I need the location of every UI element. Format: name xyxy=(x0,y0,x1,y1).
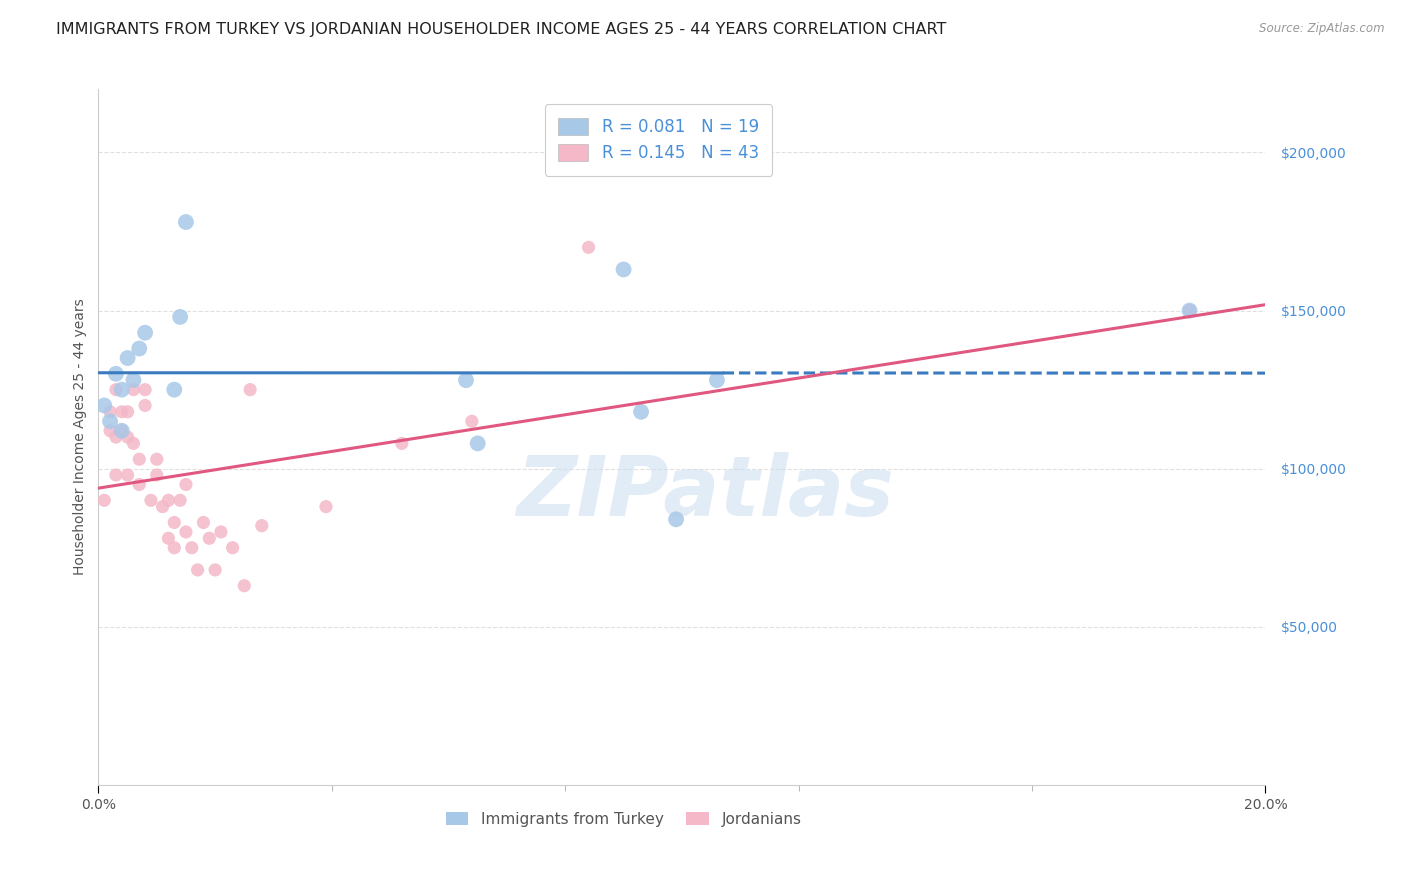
Point xyxy=(104,367,127,381)
Legend: Immigrants from Turkey, Jordanians: Immigrants from Turkey, Jordanians xyxy=(440,805,807,833)
Point xyxy=(250,518,273,533)
Point xyxy=(93,399,115,413)
Point xyxy=(93,493,115,508)
Point xyxy=(128,477,150,491)
Point xyxy=(98,414,121,428)
Point xyxy=(706,373,728,387)
Point xyxy=(467,436,489,450)
Point xyxy=(198,531,221,545)
Point xyxy=(146,468,169,483)
Point xyxy=(180,541,202,555)
Point xyxy=(163,541,186,555)
Text: Source: ZipAtlas.com: Source: ZipAtlas.com xyxy=(1260,22,1385,36)
Point xyxy=(117,430,139,444)
Point xyxy=(111,424,134,438)
Point xyxy=(111,424,134,438)
Point xyxy=(169,493,191,508)
Point xyxy=(111,383,134,397)
Point xyxy=(174,477,197,491)
Point xyxy=(461,414,484,428)
Point xyxy=(209,524,232,539)
Point xyxy=(146,452,169,467)
Point xyxy=(233,579,256,593)
Point xyxy=(454,373,477,387)
Point xyxy=(152,500,174,514)
Point xyxy=(134,326,156,340)
Point xyxy=(111,405,134,419)
Point xyxy=(128,452,150,467)
Y-axis label: Householder Income Ages 25 - 44 years: Householder Income Ages 25 - 44 years xyxy=(73,299,87,575)
Point xyxy=(122,373,145,387)
Point xyxy=(612,262,634,277)
Text: ZIPatlas: ZIPatlas xyxy=(516,452,894,533)
Point xyxy=(122,436,145,450)
Point xyxy=(665,512,688,526)
Point xyxy=(169,310,191,324)
Point xyxy=(98,405,121,419)
Point xyxy=(104,383,127,397)
Point xyxy=(1178,303,1201,318)
Point xyxy=(204,563,226,577)
Point xyxy=(157,493,180,508)
Point xyxy=(391,436,413,450)
Point xyxy=(117,405,139,419)
Point xyxy=(128,342,150,356)
Point xyxy=(139,493,162,508)
Point xyxy=(239,383,262,397)
Point xyxy=(98,424,121,438)
Point xyxy=(134,399,156,413)
Point xyxy=(578,240,600,254)
Point xyxy=(163,383,186,397)
Point xyxy=(157,531,180,545)
Point xyxy=(315,500,337,514)
Point xyxy=(163,516,186,530)
Point xyxy=(187,563,209,577)
Point xyxy=(117,468,139,483)
Point xyxy=(134,383,156,397)
Point xyxy=(1178,303,1201,318)
Point xyxy=(221,541,243,555)
Point xyxy=(174,215,197,229)
Point xyxy=(122,383,145,397)
Point xyxy=(117,351,139,365)
Point xyxy=(104,468,127,483)
Point xyxy=(193,516,215,530)
Text: IMMIGRANTS FROM TURKEY VS JORDANIAN HOUSEHOLDER INCOME AGES 25 - 44 YEARS CORREL: IMMIGRANTS FROM TURKEY VS JORDANIAN HOUS… xyxy=(56,22,946,37)
Point xyxy=(174,524,197,539)
Point xyxy=(104,430,127,444)
Point xyxy=(630,405,652,419)
